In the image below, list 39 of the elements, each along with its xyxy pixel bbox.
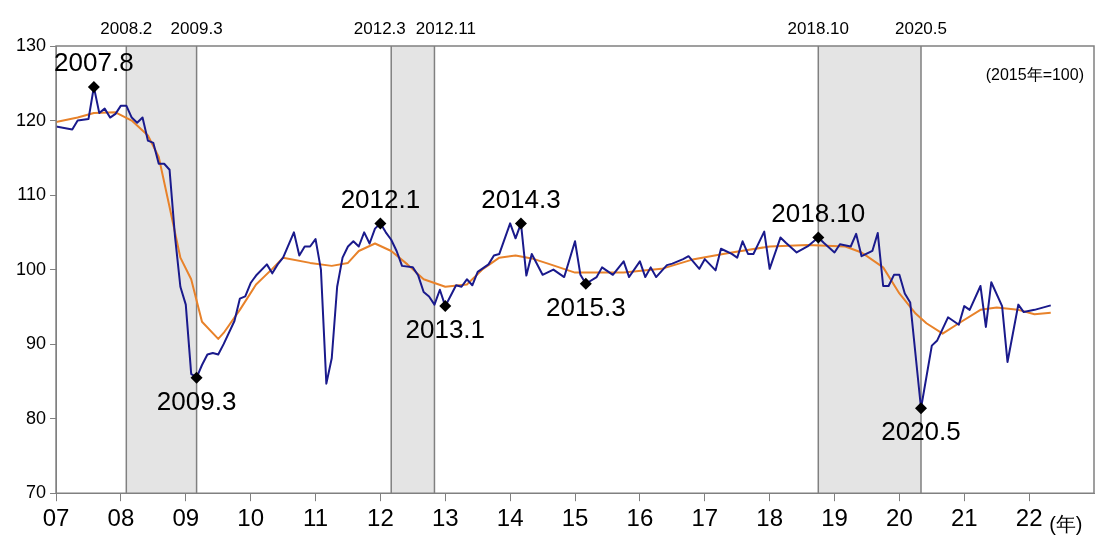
ref-line-label: 2008.2 <box>100 19 153 39</box>
annotation: (2015年=100) <box>985 66 1084 84</box>
x-tick-label: 18 <box>756 504 783 532</box>
x-tick-label: 21 <box>950 504 978 532</box>
x-tick-label: 14 <box>496 504 524 532</box>
y-tick-label: 110 <box>17 184 47 205</box>
x-tick-label: 16 <box>626 504 654 532</box>
x-axis-title: (年) <box>1049 512 1083 535</box>
y-tick-label: 90 <box>26 333 47 354</box>
y-tick-label: 80 <box>26 407 47 428</box>
y-tick-label: 120 <box>15 109 47 130</box>
x-tick-label: 12 <box>367 504 394 532</box>
x-tick-label: 22 <box>1015 504 1043 532</box>
x-tick-label: 19 <box>821 504 848 532</box>
ref-line-label: 2018.10 <box>787 19 850 39</box>
annotation: 2012.1 <box>340 183 421 214</box>
annotation: 2009.3 <box>156 385 237 416</box>
ref-line-label: 2009.3 <box>170 19 223 39</box>
x-tick-label: 08 <box>107 504 135 532</box>
annotation: 2013.1 <box>405 314 486 345</box>
annotation: 2014.3 <box>481 183 561 214</box>
x-tick-label: 11 <box>303 504 328 532</box>
ref-line-label: 2012.3 <box>353 19 406 39</box>
y-tick-label: 70 <box>26 482 47 503</box>
x-tick-label: 13 <box>431 504 459 532</box>
x-tick-label: 10 <box>237 504 264 532</box>
annotation: 2018.10 <box>771 197 866 228</box>
x-tick-label: 07 <box>42 504 70 532</box>
y-tick-label: 130 <box>15 34 47 55</box>
annotation: 2015.3 <box>546 291 626 322</box>
y-tick-label: 100 <box>15 258 47 279</box>
x-tick-label: 20 <box>886 504 913 532</box>
ref-line-label: 2012.11 <box>415 19 476 39</box>
x-tick-label: 17 <box>691 504 719 532</box>
annotation: 2007.8 <box>54 47 134 78</box>
x-tick-label: 09 <box>172 504 200 532</box>
annotation: 2020.5 <box>881 416 961 447</box>
x-tick-label: 15 <box>561 504 589 532</box>
ref-line-label: 2020.5 <box>895 19 948 39</box>
